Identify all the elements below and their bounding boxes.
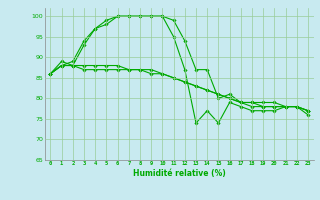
X-axis label: Humidité relative (%): Humidité relative (%) <box>133 169 226 178</box>
